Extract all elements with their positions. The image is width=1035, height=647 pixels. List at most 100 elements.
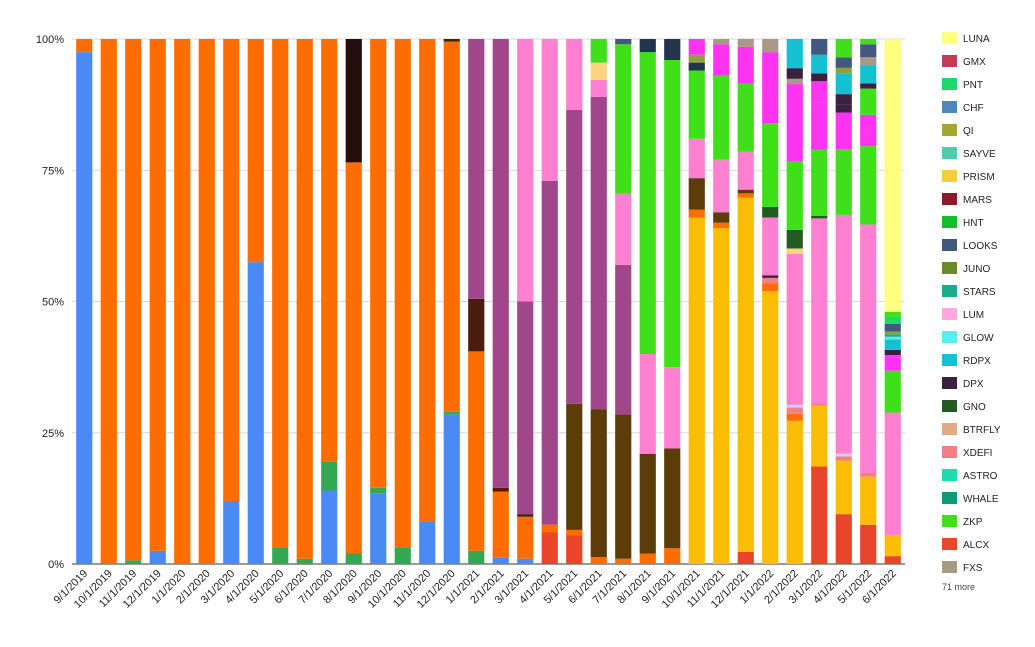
legend-label: GLOW <box>963 333 994 344</box>
bar-segment <box>835 214 852 454</box>
bar-segment <box>492 487 509 492</box>
bar-segment <box>590 62 607 80</box>
legend-swatch <box>942 469 957 481</box>
bar-segment <box>443 41 460 412</box>
legend-label: LUNA <box>963 34 990 45</box>
legend-label: RDPX <box>963 356 991 367</box>
bar-segment <box>664 448 681 549</box>
bar-segment <box>860 224 877 473</box>
legend-swatch <box>942 446 957 458</box>
bar-segment <box>125 560 142 564</box>
bar-segment <box>762 291 779 564</box>
bar-segment <box>737 197 754 552</box>
bar-stack <box>517 39 534 564</box>
bar-segment <box>296 558 313 564</box>
bar-segment <box>786 248 803 254</box>
gridlines <box>72 38 905 565</box>
bar-stack <box>370 39 387 564</box>
bar-segment <box>835 73 852 95</box>
bar-segment <box>786 39 803 69</box>
bar-stack <box>713 39 730 564</box>
bar-segment <box>468 39 485 299</box>
bar-segment <box>345 39 362 163</box>
bar-stack <box>394 39 411 564</box>
bar-segment <box>835 104 852 113</box>
bar-segment <box>419 522 436 564</box>
bar-segment <box>125 39 142 561</box>
bar-segment <box>835 460 852 515</box>
bar-segment <box>541 524 558 533</box>
bar-stack <box>76 39 93 564</box>
bar-segment <box>517 301 534 515</box>
bar-segment <box>884 357 901 371</box>
y-tick-label: 0% <box>48 559 64 571</box>
bar-segment <box>272 39 289 548</box>
bar-segment <box>639 354 656 454</box>
bar-segment <box>762 123 779 207</box>
legend-label: FXS <box>963 563 983 574</box>
bar-segment <box>835 39 852 58</box>
legend-swatch <box>942 101 957 113</box>
legend-label: HNT <box>963 218 984 229</box>
bar-segment <box>664 367 681 449</box>
bar-stacks <box>76 39 901 564</box>
bar-segment <box>811 81 828 103</box>
bar-segment <box>835 94 852 105</box>
bar-segment <box>860 472 877 477</box>
bar-segment <box>786 68 803 79</box>
bar-segment <box>419 39 436 522</box>
legend-label: ALCX <box>963 540 989 551</box>
bar-segment <box>517 516 534 559</box>
bar-segment <box>566 109 583 404</box>
bar-segment <box>786 404 803 408</box>
bar-stack <box>786 39 803 564</box>
legend-label: QI <box>963 126 974 137</box>
y-tick-label: 25% <box>42 428 64 440</box>
bar-segment <box>345 162 362 554</box>
legend-swatch <box>942 32 957 44</box>
bar-segment <box>884 339 901 350</box>
bar-segment <box>566 403 583 530</box>
bar-segment <box>443 414 460 564</box>
bar-stack <box>247 39 264 564</box>
bar-segment <box>615 558 632 564</box>
bar-segment <box>860 57 877 66</box>
bar-segment <box>860 476 877 525</box>
bar-segment <box>615 44 632 194</box>
bar-segment <box>149 39 166 551</box>
bar-segment <box>762 207 779 218</box>
bar-segment <box>860 114 877 147</box>
bar-stack <box>149 39 166 564</box>
legend-swatch <box>942 492 957 504</box>
bar-segment <box>786 253 803 405</box>
bar-segment <box>835 514 852 564</box>
bar-segment <box>247 39 264 263</box>
bar-segment <box>786 78 803 85</box>
legend-swatch <box>942 308 957 320</box>
bar-segment <box>566 39 583 110</box>
legend-swatch <box>942 377 957 389</box>
bar-segment <box>541 532 558 564</box>
bar-segment <box>492 491 509 558</box>
bar-segment <box>860 524 877 564</box>
bar-segment <box>811 403 828 406</box>
bar-segment <box>664 548 681 564</box>
y-axis-tick-labels: 0% 25% 50% 75% 100% <box>36 34 64 571</box>
bar-segment <box>517 39 534 302</box>
bar-segment <box>688 178 705 210</box>
bar-segment <box>370 493 387 564</box>
bar-segment <box>590 79 607 97</box>
legend-label: BTRFLY <box>963 425 1001 436</box>
bar-segment <box>884 334 901 337</box>
bar-segment <box>884 535 901 557</box>
bar-stack <box>174 39 191 564</box>
bar-segment <box>664 39 681 60</box>
bar-segment <box>590 409 607 558</box>
legend-swatch <box>942 78 957 90</box>
bar-segment <box>786 420 803 564</box>
bar-segment <box>615 193 632 265</box>
bar-segment <box>443 39 460 42</box>
bar-stack <box>664 39 681 564</box>
legend-label: MARS <box>963 195 992 206</box>
